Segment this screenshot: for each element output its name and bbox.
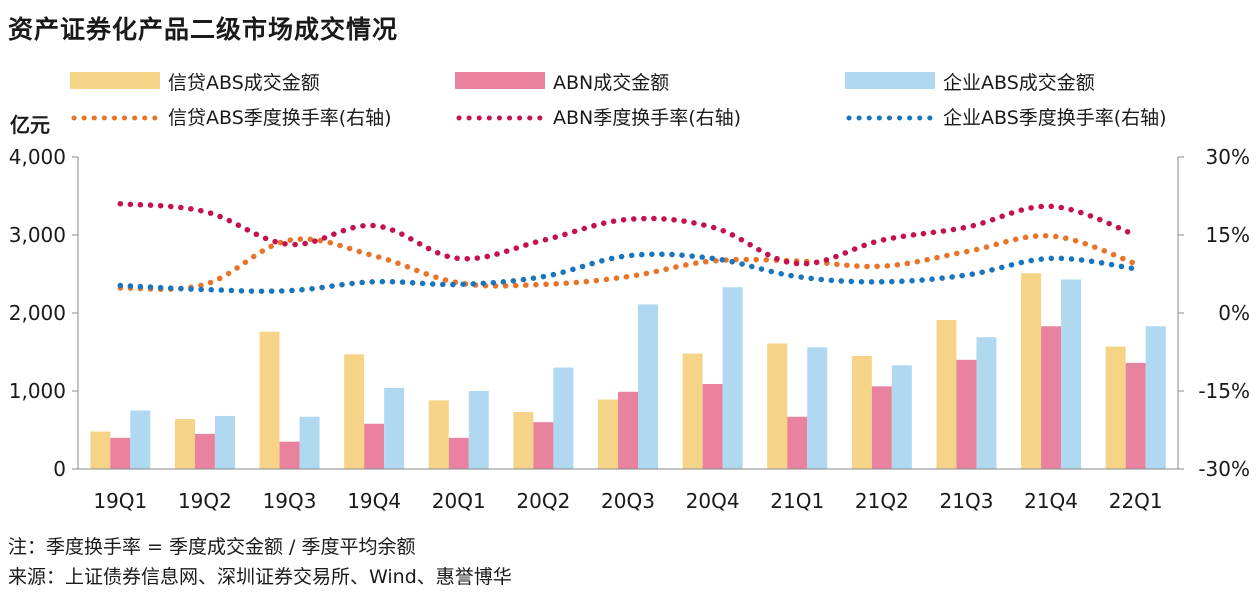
bar [1041, 326, 1062, 469]
bar [174, 419, 195, 469]
bar [891, 365, 912, 469]
bar [682, 353, 703, 469]
bar [90, 431, 111, 469]
right-tick-label: -30% [1198, 457, 1250, 481]
series-line [117, 251, 1139, 294]
formula-note: 注：季度换手率 = 季度成交金额 / 季度平均余额 [8, 536, 416, 558]
bar [448, 437, 469, 469]
bar [1061, 279, 1082, 469]
bars [90, 273, 1166, 469]
right-tick-label: 30% [1206, 145, 1250, 169]
left-tick-label: 3,000 [9, 223, 66, 247]
bar [1145, 326, 1166, 469]
legend-swatch [455, 72, 545, 89]
bar [384, 387, 405, 469]
right-tick-label: 15% [1206, 223, 1250, 247]
bar [702, 383, 723, 469]
bar [194, 433, 215, 469]
left-tick-label: 2,000 [9, 301, 66, 325]
bar [787, 416, 808, 469]
bar [428, 400, 449, 469]
legend-label: ABN季度换手率(右轴) [553, 107, 741, 129]
legend-swatch [845, 72, 935, 89]
series-line [117, 201, 1139, 267]
bar [1021, 273, 1042, 469]
x-tick-label: 21Q2 [855, 489, 909, 513]
bar [279, 441, 300, 469]
x-tick-label: 21Q1 [770, 489, 824, 513]
right-axis: -30% -15% 0% 15% 30% [1177, 145, 1250, 481]
bar [214, 415, 235, 469]
bar [533, 422, 554, 469]
x-axis: 19Q1 19Q2 19Q3 19Q4 20Q1 20Q2 20Q3 20Q4 21Q1 21Q2… [78, 468, 1178, 513]
x-tick-label: 20Q3 [601, 489, 655, 513]
legend-label: 企业ABS季度换手率(右轴) [943, 107, 1167, 129]
x-tick-label: 20Q2 [516, 489, 570, 513]
x-tick-label: 20Q1 [432, 489, 486, 513]
bar [976, 337, 997, 469]
chart-title: 资产证券化产品二级市场成交情况 [8, 15, 399, 44]
left-tick-label: 4,000 [9, 145, 66, 169]
x-tick-label: 20Q4 [686, 489, 740, 513]
x-tick-label: 22Q1 [1109, 489, 1163, 513]
bar [553, 367, 574, 469]
bar [722, 287, 743, 469]
bar [807, 347, 828, 469]
right-tick-label: 0% [1218, 301, 1250, 325]
x-tick-label: 19Q3 [263, 489, 317, 513]
bar [851, 355, 872, 469]
x-tick-label: 19Q4 [347, 489, 401, 513]
left-tick-label: 0 [53, 457, 66, 481]
bar [299, 416, 320, 469]
left-axis-unit: 亿元 [10, 113, 50, 137]
bar [110, 437, 131, 469]
bar [598, 399, 618, 469]
bar [344, 354, 365, 469]
bar [130, 410, 151, 469]
series-line [117, 233, 1139, 292]
legend-label: 信贷ABS季度换手率(右轴) [168, 107, 392, 129]
x-tick-label: 21Q4 [1024, 489, 1078, 513]
bar [638, 304, 658, 469]
legend-swatch [70, 72, 160, 89]
x-tick-label: 19Q2 [178, 489, 232, 513]
lines [117, 201, 1139, 294]
x-tick-label: 21Q3 [940, 489, 994, 513]
bar [956, 359, 977, 469]
legend-label: 信贷ABS成交金额 [168, 72, 320, 94]
bar [871, 386, 892, 469]
legend-label: 企业ABS成交金额 [943, 72, 1095, 94]
bar [1125, 362, 1146, 469]
right-tick-label: -15% [1198, 379, 1250, 403]
left-axis: 亿元 0 1,000 2,000 3,000 4,000 [9, 113, 79, 481]
x-tick-label: 19Q1 [93, 489, 147, 513]
left-tick-label: 1,000 [9, 379, 66, 403]
legend-label: ABN成交金额 [553, 72, 669, 94]
bar [618, 391, 638, 469]
bar [936, 320, 957, 469]
bar [513, 412, 534, 469]
bar [1105, 346, 1126, 469]
bar [259, 331, 280, 469]
source-note: 来源：上证债券信息网、深圳证券交易所、Wind、惠誉博华 [8, 566, 512, 588]
bar [468, 391, 489, 469]
bar [364, 423, 385, 469]
bar [767, 343, 788, 469]
